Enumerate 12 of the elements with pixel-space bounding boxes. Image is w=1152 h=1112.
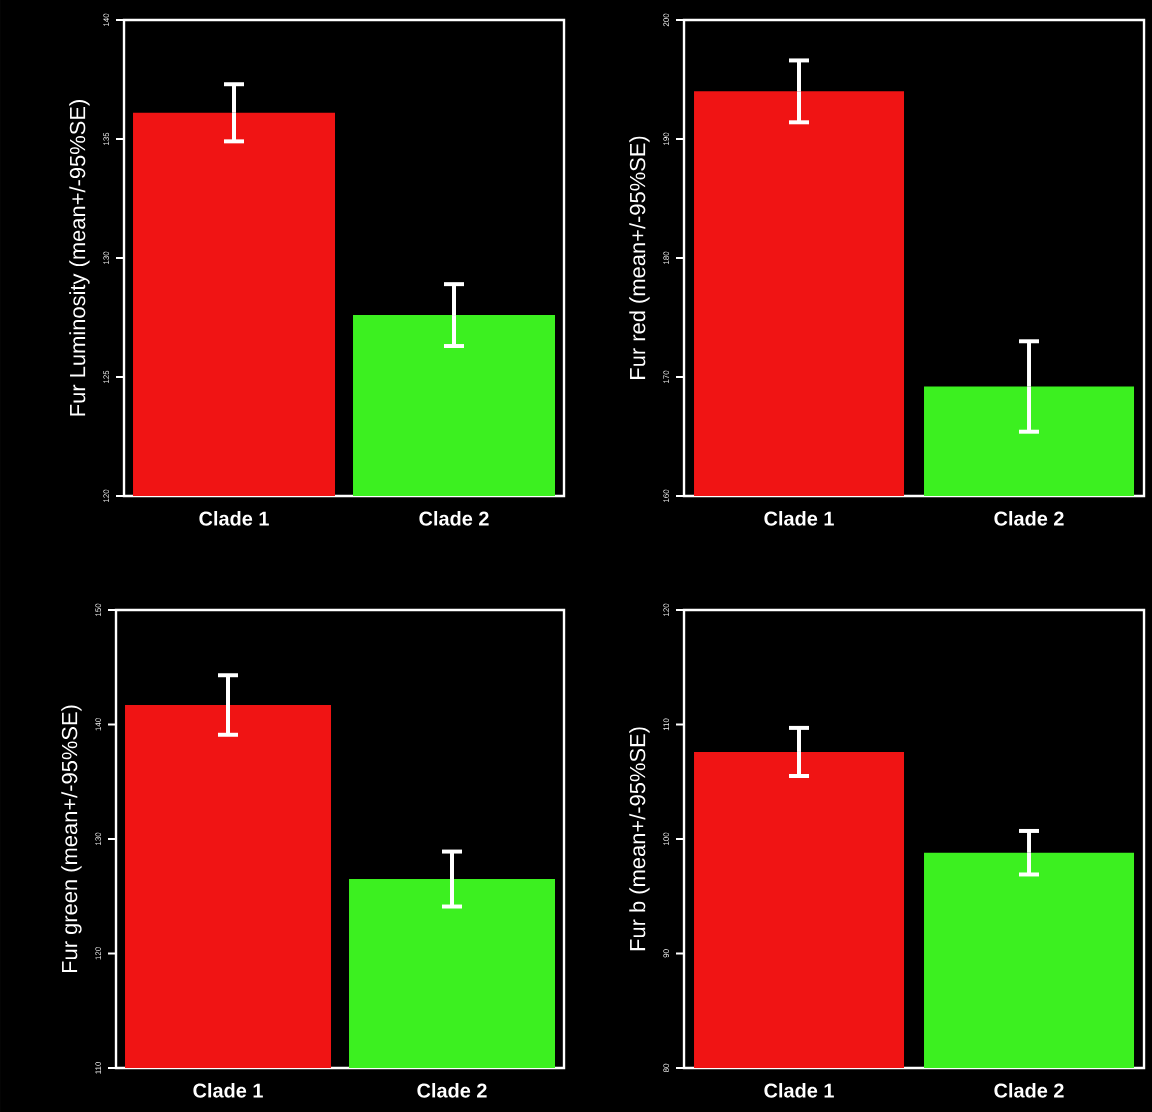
y-axis-title: Fur green (mean+/-95%SE) <box>61 705 82 973</box>
x-tick-label: Clade 2 <box>419 511 489 526</box>
x-tick-label: Clade 1 <box>764 511 834 526</box>
y-axis-title: Fur b (mean+/-95%SE) <box>629 727 650 951</box>
x-tick-label: Clade 2 <box>994 1083 1064 1098</box>
y-axis-title: Fur red (mean+/-95%SE) <box>629 136 650 379</box>
x-tick-label: Clade 1 <box>199 511 269 526</box>
x-tick-label: Clade 1 <box>764 1083 834 1098</box>
y-axis-title: Fur Luminosity (mean+/-95%SE) <box>69 100 90 416</box>
x-tick-label: Clade 2 <box>417 1083 487 1098</box>
x-tick-label: Clade 1 <box>193 1083 263 1098</box>
x-tick-label: Clade 2 <box>994 511 1064 526</box>
